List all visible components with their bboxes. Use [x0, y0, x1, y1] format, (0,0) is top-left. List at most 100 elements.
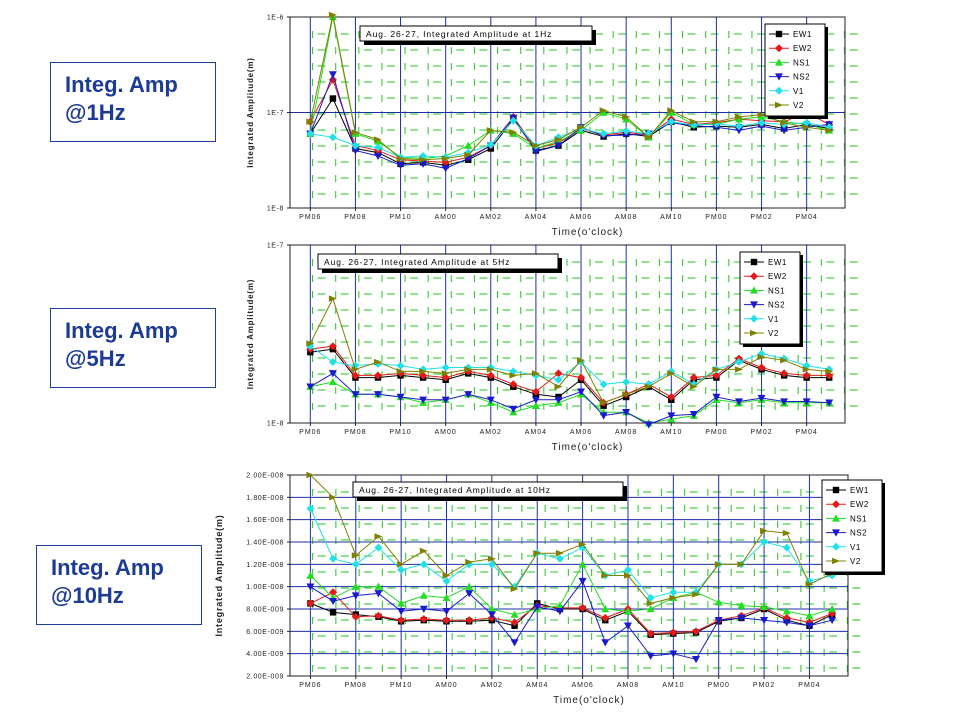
- data-point: [734, 127, 743, 135]
- legend-label: V1: [793, 87, 804, 96]
- legend-marker: [775, 44, 783, 53]
- data-point: [306, 129, 315, 138]
- legend-box: [764, 23, 826, 117]
- data-point: [419, 615, 428, 624]
- data-point: [802, 366, 811, 373]
- data-point: [306, 118, 315, 125]
- data-point: [622, 408, 631, 417]
- y-tick-label: 1E-8: [267, 206, 284, 213]
- data-point: [828, 605, 837, 613]
- data-point: [623, 607, 632, 615]
- x-tick-label: PM10: [389, 429, 411, 436]
- x-tick-label: PM00: [708, 682, 730, 689]
- data-point: [734, 113, 743, 121]
- data-point: [441, 165, 450, 173]
- data-point: [622, 391, 631, 398]
- data-point: [487, 560, 496, 569]
- data-point: [533, 603, 542, 611]
- x-tick-label: PM00: [705, 429, 727, 436]
- data-point: [351, 560, 360, 569]
- data-point: [328, 358, 337, 367]
- data-point: [689, 373, 698, 382]
- data-point: [373, 371, 382, 380]
- data-point: [396, 162, 405, 170]
- series-line-ew2: [310, 591, 833, 635]
- data-point: [465, 590, 474, 598]
- series-v1: [306, 504, 837, 602]
- title-box: [317, 253, 559, 270]
- data-point: [329, 494, 338, 501]
- data-point: [802, 398, 811, 406]
- data-point: [397, 565, 406, 574]
- data-point: [351, 129, 360, 136]
- data-point: [486, 127, 495, 134]
- data-point: [329, 597, 338, 606]
- label-10hz-line2: @10Hz: [51, 583, 124, 608]
- data-point: [646, 600, 655, 607]
- x-tick-label: PM00: [705, 214, 727, 221]
- data-point: [782, 607, 791, 615]
- data-point: [712, 366, 721, 373]
- data-point: [442, 593, 451, 602]
- data-point: [328, 133, 337, 142]
- data-point: [780, 369, 789, 378]
- series-line-v2: [309, 14, 830, 161]
- series-line-v1: [310, 345, 830, 385]
- data-point: [419, 591, 428, 599]
- data-point: [578, 560, 587, 568]
- data-point: [622, 377, 631, 386]
- y-tick-label: 1.80E-008: [246, 495, 284, 502]
- data-point: [601, 572, 610, 579]
- data-point: [757, 111, 766, 118]
- data-point: [465, 616, 474, 625]
- data-point: [396, 393, 405, 401]
- data-point: [712, 118, 721, 125]
- data-point: [760, 538, 769, 546]
- legend-label: EW2: [793, 44, 812, 53]
- data-point: [351, 612, 360, 621]
- data-point: [623, 622, 632, 630]
- legend-label: NS1: [768, 286, 785, 295]
- data-point: [692, 656, 701, 664]
- data-point: [531, 148, 540, 156]
- data-point: [689, 383, 698, 390]
- data-point: [646, 605, 655, 613]
- data-point: [646, 629, 655, 638]
- legend-box: [739, 251, 801, 345]
- data-point: [555, 549, 564, 557]
- x-tick-label: PM02: [750, 214, 772, 221]
- data-point: [464, 366, 473, 373]
- data-point: [669, 588, 678, 597]
- data-point: [667, 392, 676, 401]
- y-tick-label: 1.40E-008: [246, 540, 284, 547]
- data-point: [577, 124, 586, 131]
- data-point: [351, 582, 360, 590]
- data-point: [622, 115, 631, 123]
- x-tick-label: AM02: [481, 682, 503, 689]
- legend-marker: [832, 500, 840, 509]
- y-tick-label: 1E-7: [267, 243, 284, 250]
- data-point: [328, 11, 337, 19]
- data-point: [554, 142, 563, 150]
- label-1hz: Integ. Amp @1Hz: [50, 62, 216, 142]
- series-v2: [306, 11, 834, 163]
- data-point: [306, 340, 315, 347]
- data-point: [757, 112, 766, 121]
- data-point: [328, 342, 337, 351]
- data-point: [419, 396, 428, 404]
- data-point: [760, 602, 769, 610]
- data-point: [465, 582, 474, 590]
- data-point: [646, 652, 655, 660]
- chart-title: Aug. 26-27, Integrated Amplitude at 10Hz: [359, 485, 551, 495]
- data-point: [555, 554, 564, 563]
- legend-marker: [775, 73, 783, 81]
- data-point: [667, 117, 676, 126]
- data-point: [441, 363, 450, 372]
- data-point: [554, 375, 563, 384]
- data-point: [623, 565, 632, 574]
- label-10hz-line1: Integ. Amp: [51, 555, 164, 580]
- data-point: [689, 118, 698, 125]
- minor-grid: [312, 31, 858, 198]
- data-point: [714, 616, 723, 625]
